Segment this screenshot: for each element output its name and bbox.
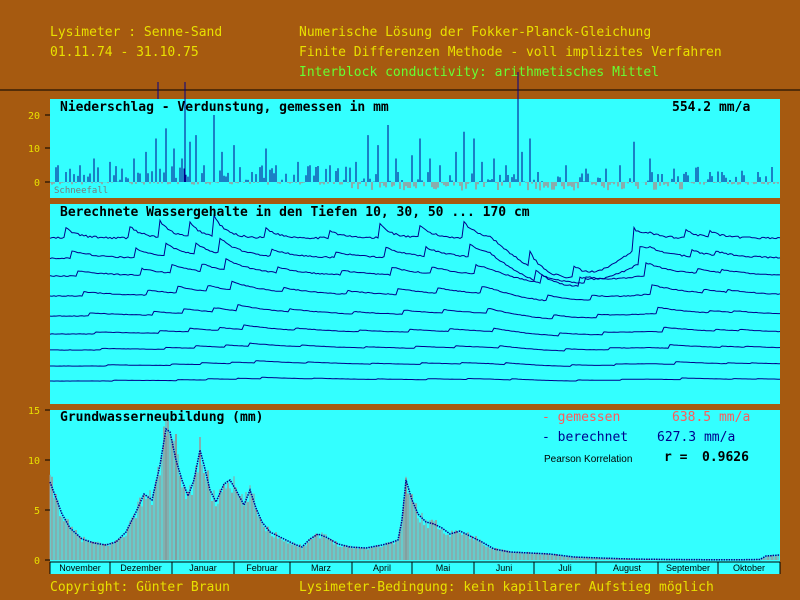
month-label: Marz — [311, 563, 331, 573]
month-label: Januar — [189, 563, 217, 573]
moisture-line-130cm — [50, 342, 781, 352]
month-label: November — [59, 563, 101, 573]
y-tick-label: 10 — [28, 456, 40, 467]
recharge-title: Grundwasserneubildung (mm) — [60, 410, 264, 425]
moisture-line-30cm — [49, 237, 781, 287]
month-label: Oktober — [733, 563, 765, 573]
moisture-line-150cm — [50, 360, 781, 367]
moisture-line-90cm — [49, 304, 780, 320]
recharge-area — [49, 418, 781, 561]
precip-bars — [49, 72, 779, 191]
date-range: 01.11.74 - 31.10.75 — [50, 45, 199, 60]
y-tick-label: 15 — [28, 406, 40, 417]
month-strip — [50, 562, 780, 574]
copyright: Copyright: Günter Braun — [50, 580, 231, 595]
r-value: 0.9626 — [702, 450, 749, 465]
precip-total: 554.2 mm/a — [672, 100, 751, 115]
month-label: September — [666, 563, 710, 573]
month-label: Juli — [558, 563, 572, 573]
moisture-title: Berechnete Wassergehalte in den Tiefen 1… — [60, 205, 530, 220]
lysimeter-condition: Lysimeter-Bedingung: kein kapillarer Auf… — [299, 580, 714, 595]
pearson-label: Pearson Korrelation — [544, 454, 633, 465]
method-subtitle: Finite Differenzen Methode - voll impliz… — [299, 45, 722, 60]
snow-label: Schneefall — [54, 186, 109, 196]
month-label: Dezember — [120, 563, 162, 573]
precip-title: Niederschlag - Verdunstung, gemessen in … — [60, 100, 389, 115]
lysimeter-title: Lysimeter : Senne-Sand — [50, 25, 223, 40]
month-label: April — [373, 563, 391, 573]
conductivity-note: Interblock conductivity: arithmetisches … — [299, 65, 660, 80]
measured-value: 638.5 mm/a — [672, 410, 751, 425]
method-title: Numerische Lösung der Fokker-Planck-Glei… — [299, 25, 652, 40]
legend-computed: - berechnet — [542, 430, 629, 445]
computed-line — [49, 427, 781, 561]
y-tick-label: 0 — [34, 178, 40, 189]
y-tick-label: 10 — [28, 144, 40, 155]
moisture-line-70cm — [49, 280, 781, 302]
moisture-line-10cm — [49, 213, 781, 279]
moisture-panel — [50, 204, 780, 404]
moisture-line-110cm — [49, 324, 781, 337]
r-label: r = — [664, 450, 688, 465]
axes: 20 10 0 15 10 5 0 November Dezember Januar Februar… — [28, 111, 781, 574]
moisture-line-50cm — [49, 258, 781, 284]
month-label: Februar — [246, 563, 278, 573]
legend-measured: - gemessen — [542, 410, 621, 425]
moisture-line-170cm — [50, 376, 780, 382]
computed-value: 627.3 mm/a — [657, 430, 736, 445]
y-tick-label: 20 — [28, 111, 40, 122]
month-label: Juni — [496, 563, 513, 573]
y-tick-label: 5 — [34, 506, 40, 517]
moisture-lines — [49, 213, 781, 382]
month-label: August — [613, 563, 642, 573]
y-tick-label: 0 — [34, 556, 40, 567]
month-label: Mai — [436, 563, 451, 573]
